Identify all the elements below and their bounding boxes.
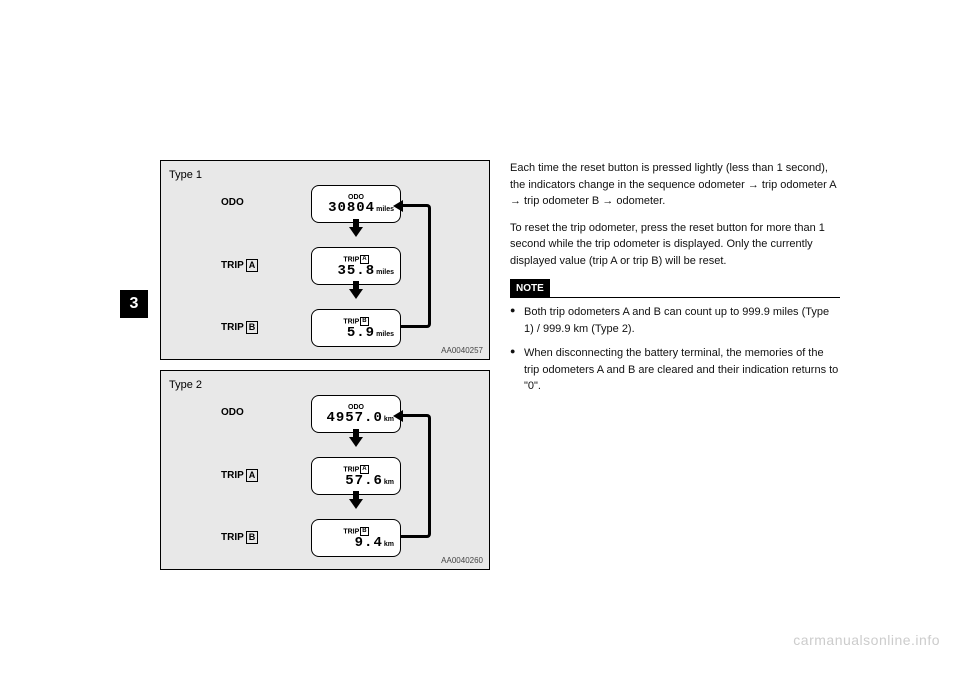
trip-letter: A (246, 469, 259, 482)
flow-diagram: ODO ODO30804miles TRIPA TRIPA35.8miles TRIPB… (221, 171, 461, 351)
row-label: TRIPA (221, 469, 281, 482)
note-item: When disconnecting the battery terminal,… (510, 345, 840, 395)
lcd-value: 35.8miles (318, 264, 394, 278)
lcd-display: TRIPA35.8miles (311, 247, 401, 285)
row-label: TRIPA (221, 259, 281, 272)
note-header: NOTE (510, 279, 550, 298)
down-arrow-icon (349, 499, 363, 509)
body-paragraphs: Each time the reset button is pressed li… (510, 160, 840, 269)
down-arrow-icon (349, 289, 363, 299)
down-arrow-icon (349, 437, 363, 447)
figure-box: Type 2AA0040260ODOODO4957.0kmTRIPATRIPA5… (160, 370, 490, 570)
lcd-value: 5.9miles (318, 326, 394, 340)
note-body: Both trip odometers A and B can count up… (510, 298, 840, 395)
text-column: Each time the reset button is pressed li… (510, 160, 840, 403)
body-paragraph: To reset the trip odometer, press the re… (510, 220, 840, 270)
lcd-value: 4957.0km (318, 411, 394, 425)
return-line (401, 414, 431, 538)
note-item: Both trip odometers A and B can count up… (510, 304, 840, 337)
lcd-value: 57.6km (318, 474, 394, 488)
figures-column: Type 1AA0040257ODOODO30804milesTRIPATRIP… (160, 160, 490, 580)
trip-letter: B (246, 321, 259, 334)
lcd-display: TRIPA57.6km (311, 457, 401, 495)
return-arrow-icon (393, 410, 403, 422)
row-label: ODO (221, 407, 281, 418)
trip-letter: B (246, 531, 259, 544)
section-number: 3 (130, 295, 139, 313)
section-tab: 3 (120, 290, 148, 318)
row-label: ODO (221, 197, 281, 208)
lcd-value: 30804miles (318, 201, 394, 215)
down-arrow-icon (349, 227, 363, 237)
lcd-value: 9.4km (318, 536, 394, 550)
body-paragraph: Each time the reset button is pressed li… (510, 160, 840, 210)
row-label: TRIPB (221, 531, 281, 544)
type-label: Type 1 (169, 169, 202, 181)
figure-box: Type 1AA0040257ODOODO30804milesTRIPATRIP… (160, 160, 490, 360)
lcd-display: TRIPB5.9miles (311, 309, 401, 347)
lcd-display: TRIPB9.4km (311, 519, 401, 557)
flow-diagram: ODO ODO4957.0km TRIPA TRIPA57.6km TRIPB TRIPB… (221, 381, 461, 561)
watermark: carmanualsonline.info (793, 632, 940, 648)
row-label: TRIPB (221, 321, 281, 334)
return-line (401, 204, 431, 328)
lcd-display: ODO4957.0km (311, 395, 401, 433)
page: 3 Type 1AA0040257ODOODO30804milesTRIPATR… (0, 0, 960, 678)
type-label: Type 2 (169, 379, 202, 391)
lcd-display: ODO30804miles (311, 185, 401, 223)
trip-letter: A (246, 259, 259, 272)
return-arrow-icon (393, 200, 403, 212)
note-box: NOTE Both trip odometers A and B can cou… (510, 279, 840, 395)
